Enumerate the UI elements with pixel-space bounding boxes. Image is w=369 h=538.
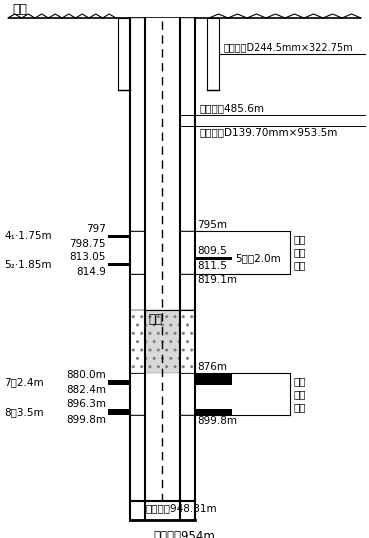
Text: 814.9: 814.9 <box>76 267 106 277</box>
Bar <box>118 18 130 90</box>
Text: 876m: 876m <box>197 362 227 372</box>
Bar <box>108 235 130 238</box>
Bar <box>180 415 195 501</box>
Text: 813.05: 813.05 <box>70 252 106 262</box>
Bar <box>130 18 195 520</box>
Text: 798.75: 798.75 <box>69 239 106 249</box>
Bar <box>145 501 180 520</box>
Text: 地面: 地面 <box>12 3 27 16</box>
Text: 811.5: 811.5 <box>197 261 227 271</box>
Bar <box>195 373 232 385</box>
Text: 4₁·1.75m: 4₁·1.75m <box>4 231 52 242</box>
Text: 阻流环深948.81m: 阻流环深948.81m <box>145 503 217 513</box>
Bar <box>118 18 130 90</box>
Text: 797: 797 <box>86 224 106 234</box>
Text: 表层套管D244.5mm×322.75m: 表层套管D244.5mm×322.75m <box>224 42 354 52</box>
Text: 809.5: 809.5 <box>197 246 227 256</box>
Bar <box>195 257 232 260</box>
Text: 砂面: 砂面 <box>148 313 162 326</box>
Bar <box>130 310 145 373</box>
Text: 完钻井深954m: 完钻井深954m <box>154 530 215 538</box>
Text: 880.0m: 880.0m <box>66 370 106 380</box>
Bar <box>207 18 219 90</box>
Bar <box>180 501 195 520</box>
Bar <box>108 263 130 266</box>
Bar <box>180 18 195 231</box>
Bar <box>130 274 145 310</box>
Text: 7：2.4m: 7：2.4m <box>4 378 44 387</box>
Bar <box>130 501 145 520</box>
Text: 882.4m: 882.4m <box>66 385 106 394</box>
Bar <box>207 18 219 90</box>
Bar <box>130 18 145 231</box>
Bar <box>180 310 195 373</box>
Text: 5，：2.0m: 5，：2.0m <box>235 253 281 264</box>
Bar <box>180 274 195 310</box>
Text: 896.3m: 896.3m <box>66 399 106 409</box>
Text: 上部
压裂
层段: 上部 压裂 层段 <box>293 234 306 271</box>
Text: 819.1m: 819.1m <box>197 274 237 285</box>
Text: 水泥返高485.6m: 水泥返高485.6m <box>200 103 265 113</box>
Bar <box>145 310 180 373</box>
Bar <box>108 380 130 385</box>
Text: 8：3.5m: 8：3.5m <box>4 407 44 417</box>
Text: 899.8m: 899.8m <box>66 415 106 425</box>
Text: 795m: 795m <box>197 221 227 230</box>
Bar <box>195 409 232 415</box>
Text: 生产套管D139.70mm×953.5m: 生产套管D139.70mm×953.5m <box>200 127 338 137</box>
Text: 899.8m: 899.8m <box>197 416 237 426</box>
Bar <box>130 415 145 501</box>
Bar <box>108 409 130 415</box>
Text: 下部
压裂
层段: 下部 压裂 层段 <box>293 376 306 412</box>
Text: 5₂·1.85m: 5₂·1.85m <box>4 260 52 270</box>
